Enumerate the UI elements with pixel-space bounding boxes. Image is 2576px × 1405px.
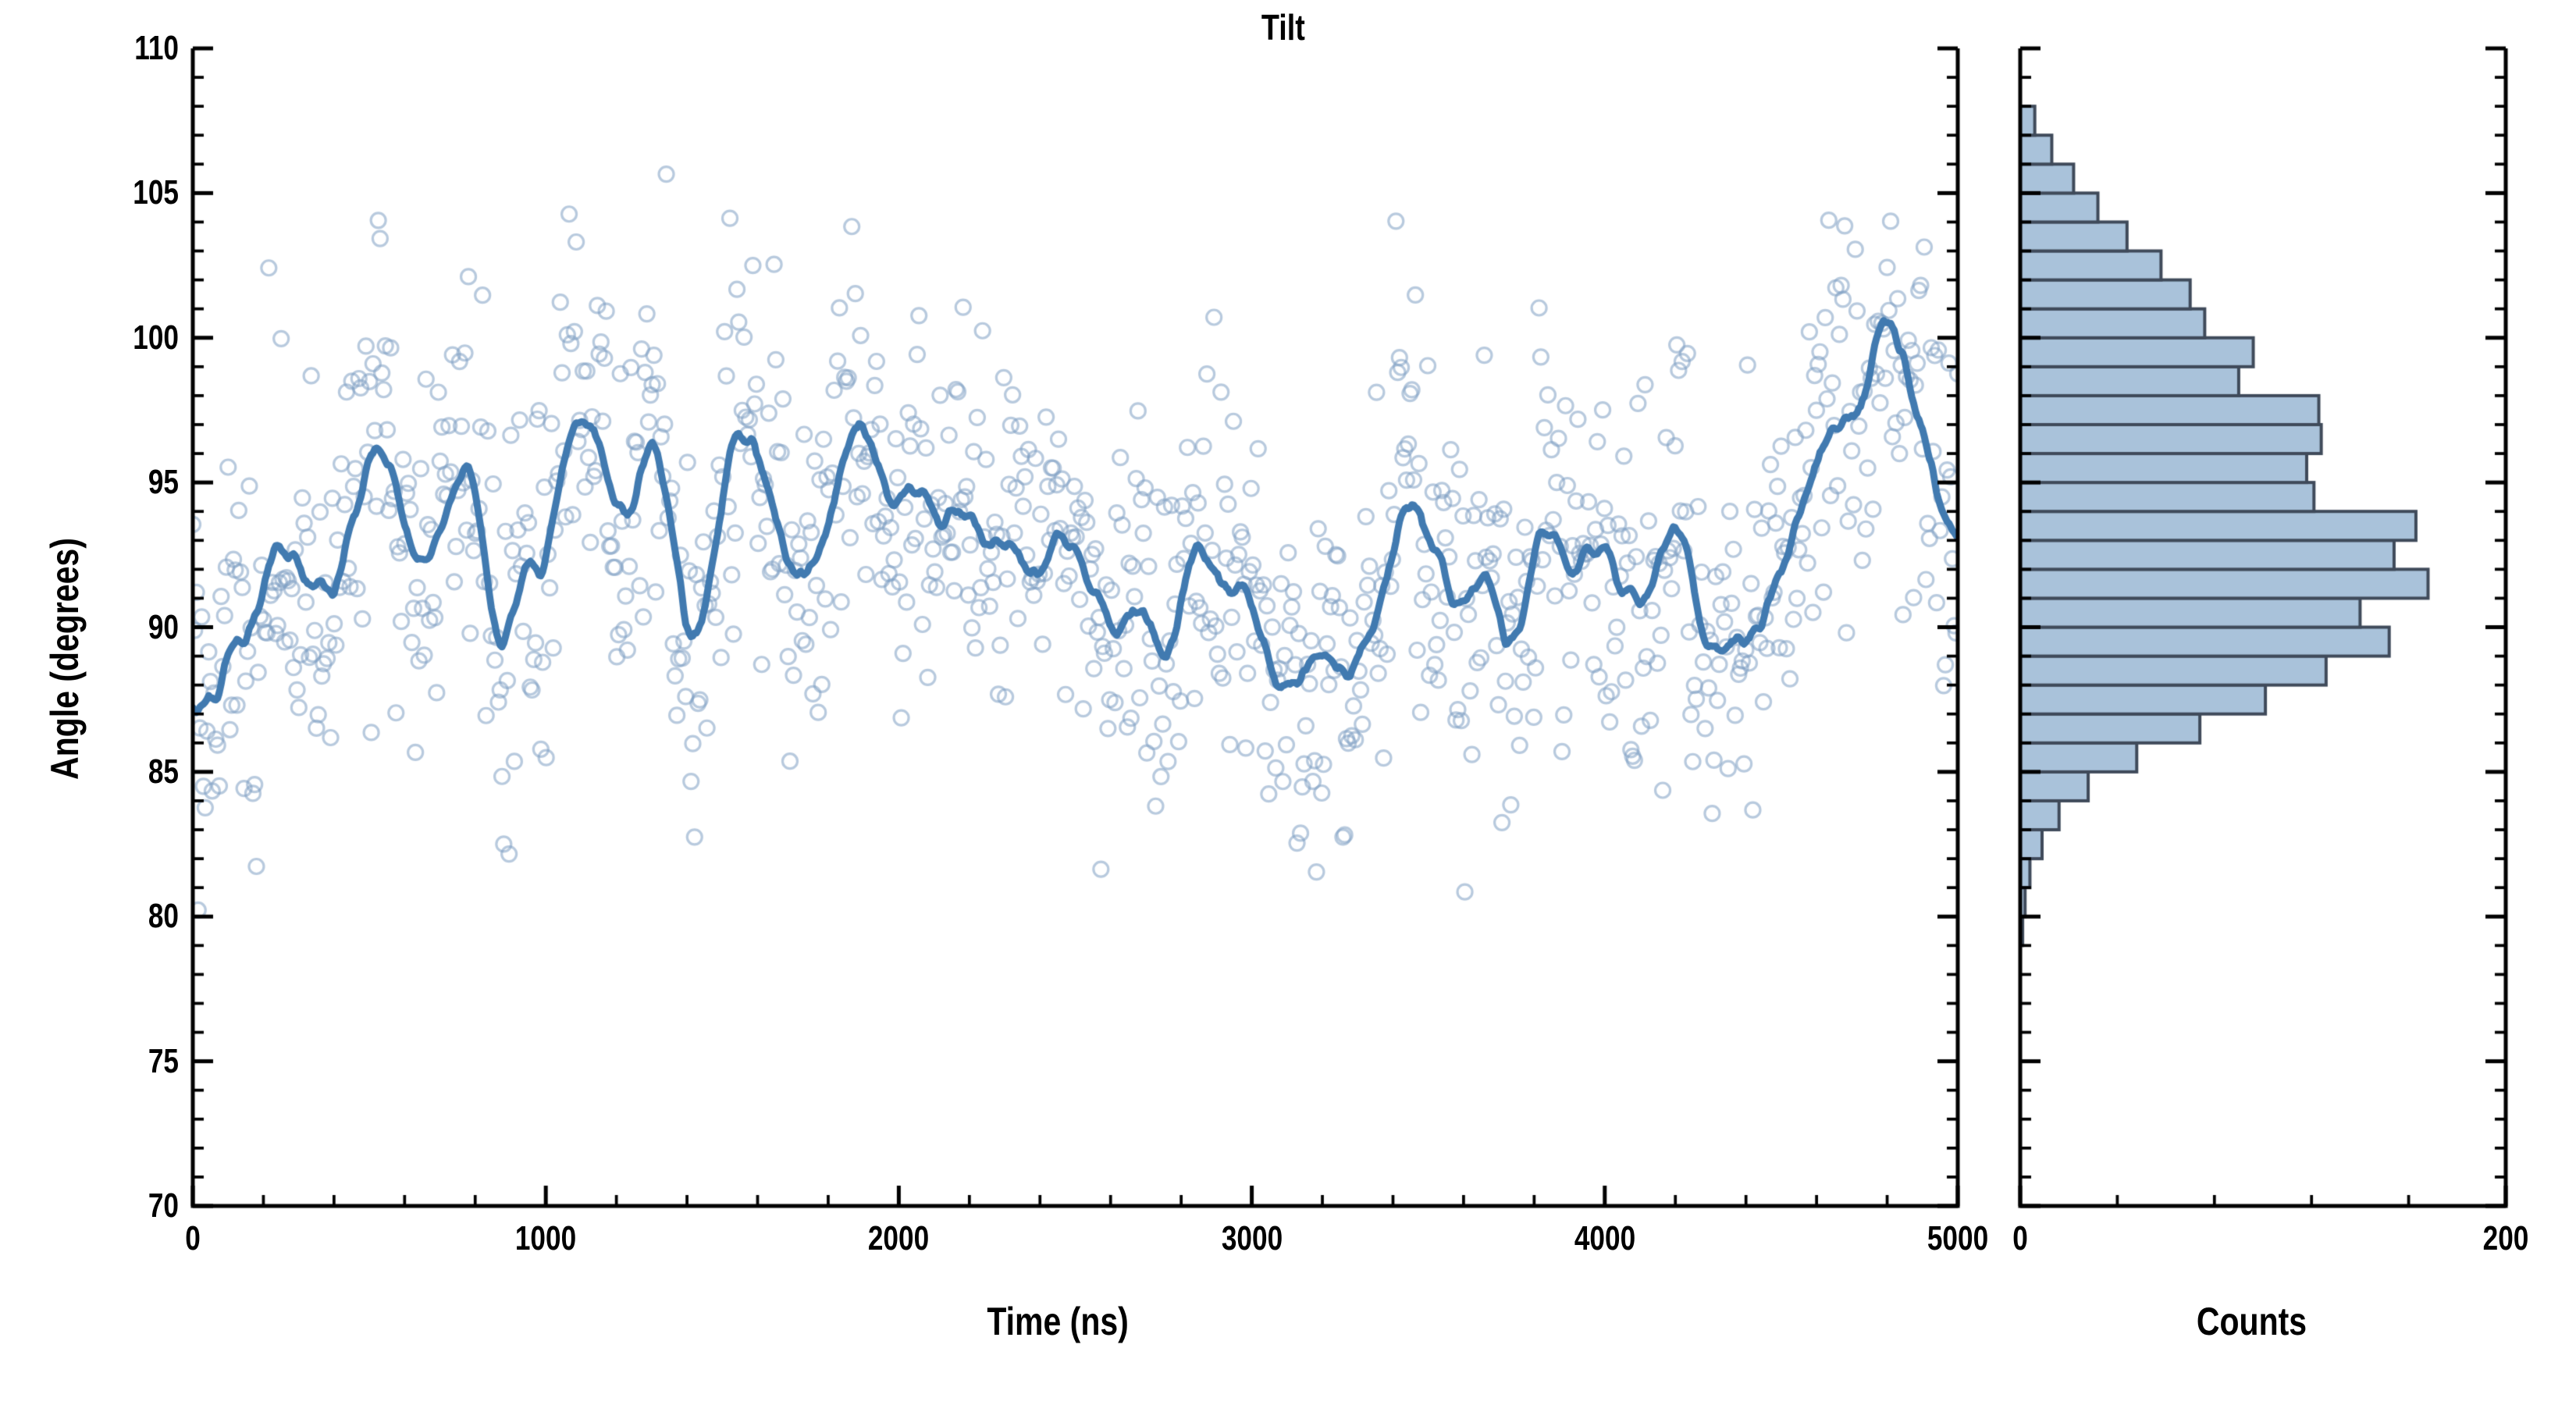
y-tick-label: 85 <box>148 752 179 791</box>
histogram-x-tick-label: 200 <box>2482 1219 2529 1257</box>
histogram-x-tick-label: 0 <box>2012 1219 2028 1257</box>
y-tick-label: 110 <box>134 29 179 67</box>
y-axis-label: Angle (degrees) <box>43 538 87 780</box>
y-tick-label: 105 <box>133 173 179 212</box>
x-axis-label: Time (ns) <box>987 1300 1129 1343</box>
y-tick-label: 75 <box>148 1041 179 1080</box>
x-tick-label: 1000 <box>515 1219 577 1257</box>
y-tick-label: 95 <box>148 463 179 502</box>
x-tick-label: 2000 <box>868 1219 930 1257</box>
page-title: Tilt <box>1261 7 1305 48</box>
y-tick-label: 90 <box>148 607 179 646</box>
histogram-x-axis-label: Counts <box>2196 1300 2307 1343</box>
x-tick-label: 5000 <box>1927 1219 1989 1257</box>
x-tick-label: 3000 <box>1221 1219 1283 1257</box>
x-tick-label: 4000 <box>1574 1219 1635 1257</box>
x-tick-label: 0 <box>185 1219 201 1257</box>
y-tick-label: 80 <box>148 897 179 936</box>
y-tick-label: 70 <box>148 1186 179 1225</box>
y-tick-label: 100 <box>133 318 179 357</box>
